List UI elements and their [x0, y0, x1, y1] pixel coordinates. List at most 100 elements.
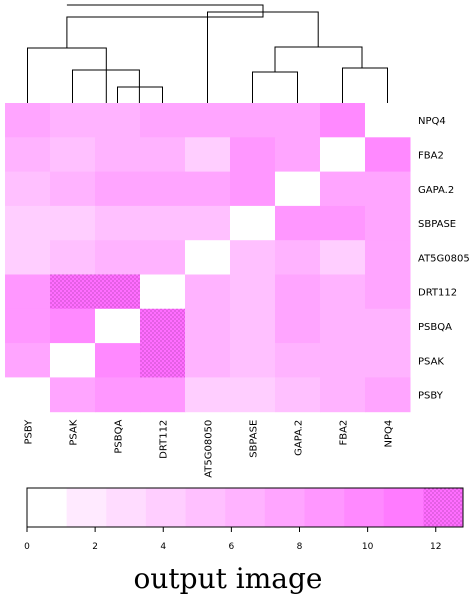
heat-cell — [230, 240, 276, 275]
color-key-bin — [383, 488, 424, 527]
heat-cell — [275, 103, 321, 138]
color-key-bin — [66, 488, 107, 527]
heat-cell — [320, 308, 366, 344]
heat-cell — [185, 171, 231, 207]
heat-cell — [185, 274, 231, 310]
heat-cell — [5, 103, 51, 138]
row-label: DRT112 — [418, 288, 457, 299]
heat-cell — [5, 377, 51, 413]
column-label: PSAK — [69, 419, 80, 445]
heat-cell — [320, 171, 366, 207]
heat-cell — [185, 137, 231, 173]
heat-cell — [95, 137, 141, 173]
heat-cell — [95, 205, 141, 241]
heat-cell — [5, 240, 51, 275]
column-label: NPQ4 — [384, 420, 395, 448]
heat-cell — [95, 103, 141, 138]
heat-cell — [185, 343, 231, 378]
heat-cell — [365, 274, 411, 310]
heat-cell — [320, 274, 366, 310]
heat-cell — [365, 103, 411, 138]
heat-cell — [320, 103, 366, 138]
row-label: GAPA.2 — [418, 185, 454, 196]
heat-cell — [230, 137, 276, 173]
column-label: DRT112 — [159, 420, 170, 459]
row-label: PSBQA — [418, 322, 452, 333]
color-key-tick-label: 4 — [160, 542, 166, 552]
heat-cell — [140, 103, 186, 138]
heat-cell — [5, 137, 51, 173]
heat-cell-pattern — [140, 343, 185, 378]
heat-cell — [5, 274, 51, 310]
heat-cell — [185, 377, 231, 413]
heat-cell — [275, 240, 321, 275]
heat-cell — [50, 308, 96, 344]
heat-cell — [140, 205, 186, 241]
row-label: FBA2 — [418, 150, 444, 161]
heat-cell — [230, 377, 276, 413]
heat-cell — [275, 205, 321, 241]
column-label: FBA2 — [339, 420, 350, 446]
heat-cell — [140, 137, 186, 173]
heat-cell — [140, 377, 186, 413]
caption: output image — [134, 562, 323, 595]
heat-cell — [365, 377, 411, 413]
heat-cell — [5, 205, 51, 241]
heat-cell — [140, 171, 186, 207]
heat-cell — [95, 343, 141, 378]
heat-cell — [275, 137, 321, 173]
heat-cell — [365, 343, 411, 378]
heat-cell — [5, 171, 51, 207]
color-key-bin — [185, 488, 226, 527]
heat-cell — [50, 240, 96, 275]
heat-cell — [185, 205, 231, 241]
color-key-tick-label: 10 — [362, 542, 374, 552]
heat-cell — [50, 377, 96, 413]
heat-cell — [185, 308, 231, 344]
column-label: PSBY — [24, 419, 35, 445]
heat-cell — [320, 343, 366, 378]
heat-cell — [50, 103, 96, 138]
color-key-frame — [26, 487, 464, 528]
heat-cell — [275, 377, 321, 413]
heat-cell — [230, 103, 276, 138]
heat-cell — [275, 171, 321, 207]
heat-cell-pattern — [50, 274, 95, 309]
color-key-tick-label: 2 — [92, 542, 98, 552]
heat-cell — [140, 240, 186, 275]
heat-cell — [320, 137, 366, 173]
heat-cell — [50, 137, 96, 173]
heat-cell — [365, 240, 411, 275]
heat-cell — [5, 343, 51, 378]
heat-cell — [50, 205, 96, 241]
heat-cell — [95, 308, 141, 344]
color-key-tick-label: 6 — [229, 542, 235, 552]
heat-cell — [140, 274, 186, 310]
heat-cell — [275, 343, 321, 378]
heat-cell — [365, 205, 411, 241]
heat-cell — [320, 377, 366, 413]
color-key-tick-label: 12 — [430, 542, 441, 552]
heat-cell-pattern — [140, 308, 185, 344]
column-label: PSBQA — [114, 420, 125, 454]
color-key-pattern — [423, 488, 463, 527]
color-key-bin — [344, 488, 385, 527]
heat-cell — [95, 377, 141, 413]
heat-cell — [230, 274, 276, 310]
color-key-bin — [145, 488, 186, 527]
dendrogram — [27, 4, 388, 103]
heat-cell — [230, 343, 276, 378]
color-key-bin — [264, 488, 305, 527]
heat-cell — [95, 240, 141, 275]
heat-cell — [185, 103, 231, 138]
heat-cell — [275, 274, 321, 310]
heat-cell — [185, 240, 231, 275]
row-label: PSAK — [418, 356, 444, 367]
column-label: SBPASE — [249, 420, 260, 458]
heat-cell — [365, 137, 411, 173]
color-key-bin — [225, 488, 266, 527]
color-key-tick-label: 0 — [24, 542, 30, 552]
column-label: AT5G08050 — [204, 420, 215, 478]
